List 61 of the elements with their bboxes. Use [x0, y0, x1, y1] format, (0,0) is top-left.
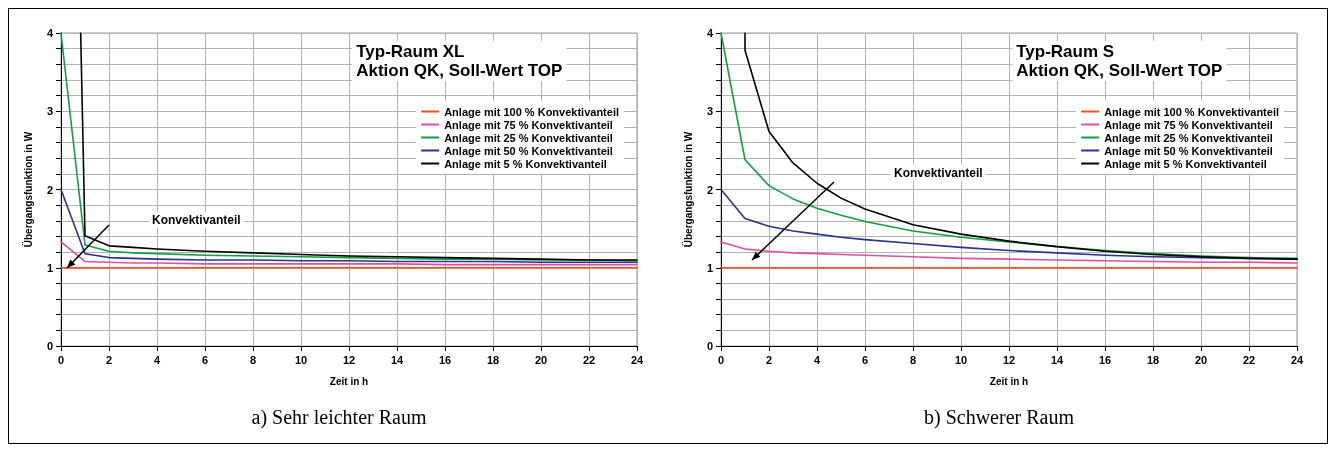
x-tick-label: 18 — [1146, 353, 1160, 366]
text: Typ-Raum XL — [356, 42, 465, 61]
x-tick-label: 24 — [1290, 353, 1304, 366]
y-tick-label: 3 — [46, 105, 53, 118]
x-tick-label: 16 — [1098, 353, 1112, 366]
text: b) Schwerer Raum — [923, 405, 1075, 430]
y-tick-label: 2 — [46, 183, 53, 196]
text: a) Sehr leichter Raum — [250, 405, 428, 430]
x-tick-label: 22 — [1242, 353, 1256, 366]
x-tick-label: 10 — [294, 353, 308, 366]
y-tick-label: 0 — [706, 340, 713, 352]
x-tick-label: 24 — [630, 353, 644, 366]
text: Aktion QK, Soll-Wert TOP — [1016, 61, 1223, 80]
legend-label: Anlage mit 100 % Konvektivanteil — [444, 105, 620, 118]
legend-label: Anlage mit 5 % Konvektivanteil — [444, 157, 607, 170]
x-tick-label: 0 — [57, 353, 65, 366]
y-axis-title: Übergangsfunktion in W — [21, 131, 34, 248]
y-tick-label: 3 — [706, 105, 713, 118]
x-tick-label: 4 — [153, 353, 161, 366]
x-tick-label: 20 — [534, 353, 548, 366]
y-axis-title: Übergangsfunktion in W — [681, 131, 694, 248]
x-tick-label: 12 — [342, 353, 356, 366]
line-series — [60, 241, 638, 266]
x-tick-label: 16 — [438, 353, 452, 366]
x-tick-label: 6 — [201, 353, 209, 366]
legend-label: Anlage mit 25 % Konvektivanteil — [444, 131, 613, 144]
y-tick-label: 1 — [706, 261, 713, 274]
x-tick-label: 4 — [813, 353, 821, 366]
legend-label: Anlage mit 5 % Konvektivanteil — [1104, 157, 1267, 170]
x-tick-label: 2 — [105, 353, 113, 366]
x-tick-label: 18 — [486, 353, 500, 366]
annotation: Konvektivanteil — [891, 165, 986, 181]
x-axis-title: Zeit in h — [989, 375, 1029, 387]
legend-label: Anlage mit 50 % Konvektivanteil — [444, 144, 613, 157]
y-tick-label: 4 — [46, 27, 54, 39]
x-tick-label: 8 — [249, 353, 257, 366]
x-tick-label: 2 — [765, 353, 773, 366]
x-axis-title: Zeit in h — [329, 375, 369, 387]
x-tick-label: 14 — [1050, 353, 1064, 366]
x-tick-label: 0 — [717, 353, 725, 366]
line-series — [720, 241, 1298, 264]
y-tick-label: 2 — [706, 183, 713, 196]
x-tick-label: 20 — [1194, 353, 1208, 366]
x-tick-label: 22 — [582, 353, 596, 366]
x-tick-label: 6 — [861, 353, 869, 366]
legend-label: Anlage mit 100 % Konvektivanteil — [1104, 105, 1280, 118]
legend-label: Anlage mit 75 % Konvektivanteil — [444, 118, 613, 131]
x-tick-label: 8 — [909, 353, 917, 366]
y-tick-label: 0 — [46, 340, 53, 352]
legend-label: Anlage mit 25 % Konvektivanteil — [1104, 131, 1273, 144]
x-tick-label: 14 — [390, 353, 404, 366]
annotation: Konvektivanteil — [149, 212, 244, 228]
text: Aktion QK, Soll-Wert TOP — [356, 61, 563, 80]
y-tick-label: 4 — [706, 27, 714, 39]
legend-label: Anlage mit 50 % Konvektivanteil — [1104, 144, 1273, 157]
legend-label: Anlage mit 75 % Konvektivanteil — [1104, 118, 1273, 131]
x-tick-label: 12 — [1002, 353, 1016, 366]
text: Typ-Raum S — [1016, 42, 1115, 61]
x-tick-label: 10 — [954, 353, 968, 366]
y-tick-label: 1 — [46, 261, 53, 274]
line-series — [60, 188, 638, 264]
